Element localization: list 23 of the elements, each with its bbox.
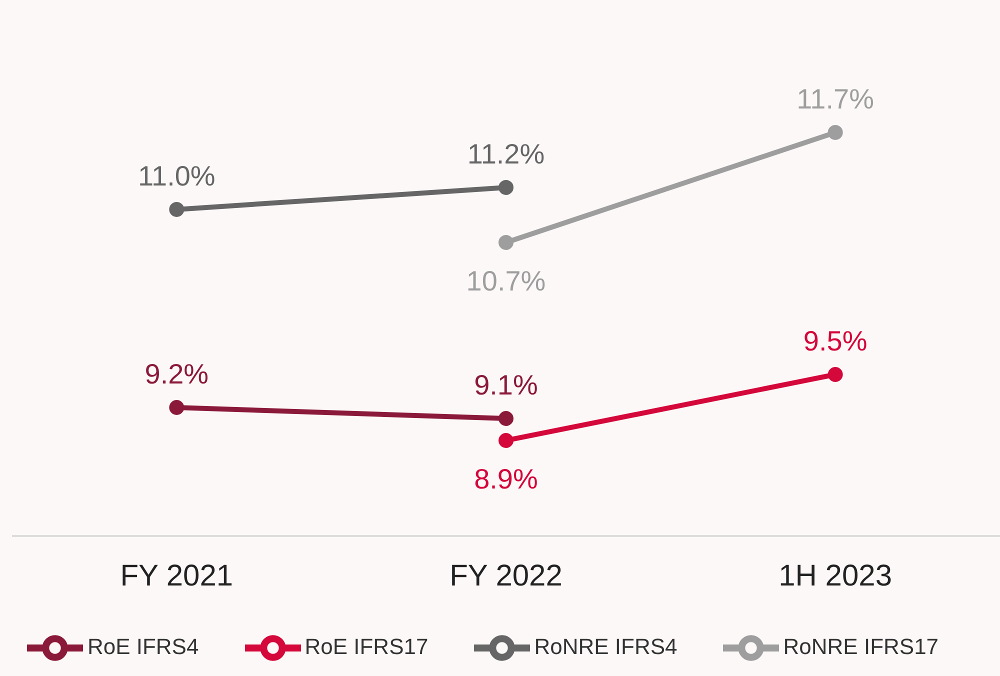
legend-label: RoE IFRS17: [304, 634, 428, 659]
data-label: 11.2%: [467, 138, 545, 170]
x-tick-label: FY 2021: [120, 559, 234, 592]
point: [498, 433, 514, 448]
data-label: 10.7%: [466, 265, 546, 296]
point: [498, 411, 514, 426]
data-label: 11.7%: [796, 83, 874, 114]
data-label: 9.1%: [474, 370, 538, 400]
point: [828, 366, 843, 382]
data-label: 9.2%: [144, 358, 209, 390]
data-label: 8.9%: [474, 464, 538, 495]
point: [169, 400, 184, 415]
legend-label: RoNRE IFRS17: [783, 634, 939, 659]
legend-label: RoE IFRS4: [87, 634, 199, 659]
point: [498, 180, 514, 195]
point: [828, 124, 843, 140]
point: [169, 202, 184, 217]
point: [498, 234, 514, 250]
data-label: 11.0%: [138, 160, 216, 192]
x-tick-label: FY 2022: [450, 559, 562, 592]
data-label: 9.5%: [803, 325, 868, 356]
x-tick-label: 1H 2023: [778, 559, 892, 592]
legend-label: RoNRE IFRS4: [534, 634, 678, 659]
